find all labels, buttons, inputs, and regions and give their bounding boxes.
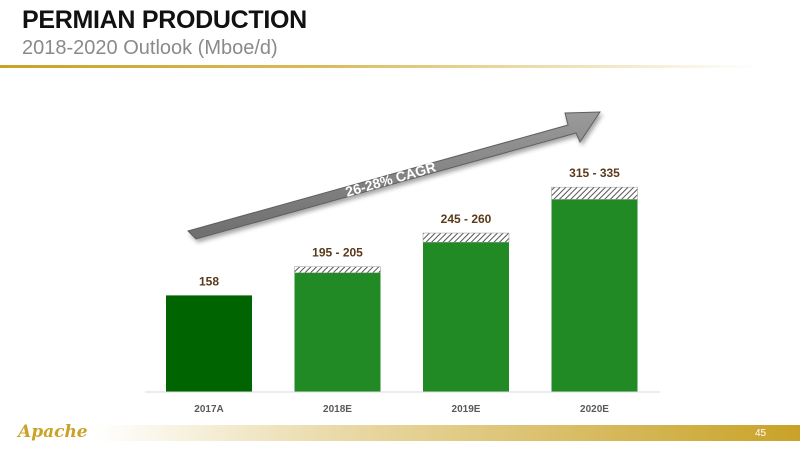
page-subtitle: 2018-2020 Outlook (Mboe/d)	[22, 37, 278, 59]
range-2019E	[422, 232, 510, 243]
bar-2019E	[423, 242, 509, 392]
title-divider	[0, 65, 800, 68]
company-logo: Apache	[18, 422, 88, 442]
bar-2017A	[166, 295, 252, 392]
bar-2018E	[294, 272, 381, 392]
data-label-2019E: 245 - 260	[441, 212, 492, 226]
x-tick-2019E: 2019E	[452, 404, 481, 415]
x-tick-2018E: 2018E	[323, 404, 352, 415]
cagr-arrow: 26-28% CAGR	[187, 111, 601, 240]
x-axis-ticks: 2017A 2018E 2019E 2020E	[194, 404, 609, 415]
page-title: PERMIAN PRODUCTION	[22, 6, 307, 34]
data-label-2020E: 315 - 335	[569, 166, 620, 180]
data-labels: 158 195 - 205 245 - 260 315 - 335	[199, 166, 620, 288]
data-label-2018E: 195 - 205	[312, 246, 363, 260]
x-tick-2017A: 2017A	[194, 404, 223, 415]
x-tick-2020E: 2020E	[580, 404, 609, 415]
cagr-annotation: 26-28% CAGR	[344, 159, 438, 200]
bar-series	[166, 186, 638, 392]
page-number: 45	[755, 428, 767, 439]
bar-2020E	[551, 199, 638, 392]
range-2018E	[294, 266, 381, 274]
range-2020E	[551, 186, 638, 200]
data-label-2017A: 158	[199, 274, 219, 288]
cagr-arrow-shape	[187, 111, 601, 240]
footer-bar	[95, 425, 800, 441]
